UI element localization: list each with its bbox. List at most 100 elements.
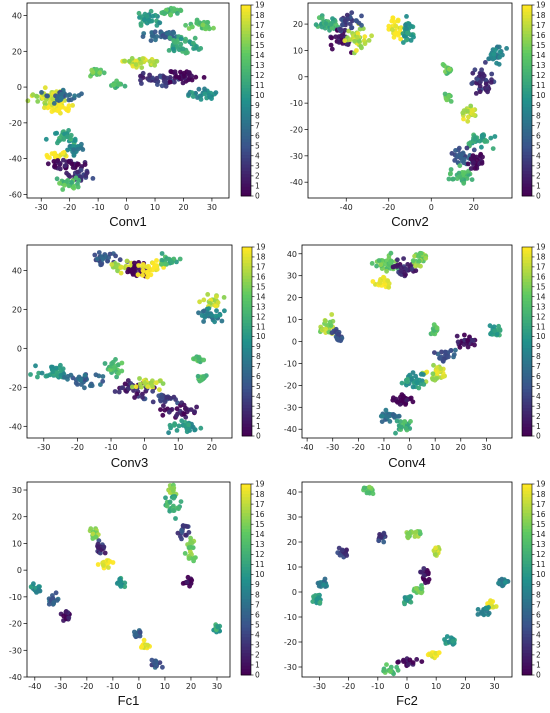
colorbar-tick-label: 10	[256, 332, 266, 341]
colorbar-segment	[522, 192, 532, 197]
colorbar-tick-label: 16	[255, 31, 265, 40]
colorbar-segment	[522, 417, 532, 421]
scatter-point	[423, 255, 429, 261]
cluster-5	[404, 529, 423, 541]
colorbar-tick-label: 1	[536, 661, 541, 670]
scatter-point	[384, 662, 389, 667]
colorbar-tick-label: 17	[536, 500, 546, 509]
colorbar-segment	[522, 357, 532, 361]
colorbar-segment	[242, 426, 252, 431]
cluster-12	[136, 8, 163, 28]
scatter-point	[389, 27, 395, 33]
colorbar-segment	[522, 180, 532, 184]
scatter-point	[129, 384, 135, 390]
scatter-point	[167, 79, 173, 85]
colorbar-frame	[521, 246, 533, 437]
colorbar-segment	[241, 627, 251, 631]
colorbar-segment	[241, 617, 251, 622]
scatter-point	[74, 169, 80, 175]
scatter-point	[71, 147, 76, 153]
colorbar-tick-label: 9	[256, 342, 261, 351]
scatter-point	[192, 35, 198, 41]
colorbar-segment	[241, 87, 251, 92]
scatter-point	[183, 22, 189, 28]
colorbar-segment	[241, 659, 251, 663]
scatter-point	[340, 547, 345, 553]
colorbar-segment	[242, 404, 252, 409]
scatter-point	[457, 344, 463, 350]
colorbar-segment	[522, 269, 532, 273]
scatter-point	[184, 426, 190, 432]
colorbar-segment	[522, 633, 532, 638]
colorbar-tick-label: 8	[255, 111, 260, 120]
scatter-point	[202, 86, 207, 92]
scatter-point	[182, 423, 188, 428]
scatter-point	[140, 272, 146, 278]
colorbar-tick-label: 5	[536, 382, 541, 391]
colorbar-segment	[242, 429, 252, 434]
scatter-point	[376, 258, 382, 263]
scatter-point	[412, 534, 418, 539]
colorbar-segment	[522, 429, 532, 434]
cluster-9	[88, 66, 107, 79]
scatter-point	[47, 155, 52, 161]
colorbar-segment	[522, 284, 532, 289]
colorbar-segment	[522, 97, 532, 101]
scatter-point	[61, 613, 66, 619]
cluster-10	[420, 362, 447, 385]
x-tick-label: 10	[173, 443, 183, 452]
scatter-point	[137, 381, 143, 387]
colorbar-tick-label: 13	[536, 302, 546, 311]
scatter-point	[214, 308, 219, 314]
colorbar-segment	[522, 604, 532, 609]
colorbar-segment	[241, 11, 251, 15]
scatter-point	[171, 30, 177, 36]
colorbar-segment	[522, 668, 532, 673]
cluster-5	[400, 14, 416, 45]
scatter-point	[159, 257, 165, 263]
cluster-14	[425, 650, 442, 661]
scatter-point	[448, 99, 454, 104]
colorbar-segment	[241, 569, 251, 574]
colorbar-tick-label: 16	[536, 510, 546, 519]
y-tick-label: -40	[9, 155, 22, 164]
scatter-point	[109, 262, 115, 267]
scatter-point	[150, 399, 156, 405]
colorbar-segment	[522, 78, 532, 82]
colorbar-tick-label: 6	[536, 372, 541, 381]
colorbar-segment	[241, 116, 251, 120]
colorbar-tick-label: 4	[536, 151, 541, 160]
colorbar-segment	[242, 284, 252, 289]
scatter-point	[388, 669, 393, 674]
panel-fc1: -40 -30 -20 -10 0 10 20 30-40-30-20-10010203001…	[9, 480, 265, 708]
colorbar-segment	[522, 272, 532, 276]
scatter-point	[137, 630, 143, 635]
colorbar-segment	[522, 138, 532, 143]
scatter-point	[419, 590, 424, 596]
scatter-point	[202, 91, 208, 97]
colorbar-segment	[522, 294, 532, 298]
scatter-point	[182, 39, 188, 44]
scatter-point	[413, 263, 418, 269]
colorbar-segment	[242, 310, 252, 314]
scatter-point	[116, 370, 121, 376]
y-tick-label: -20	[290, 125, 303, 134]
colorbar-segment	[522, 557, 532, 561]
scatter-point	[194, 20, 200, 26]
x-tick-label: -10	[104, 443, 117, 452]
scatter-points	[28, 482, 223, 670]
scatter-point	[317, 580, 322, 586]
scatter-point	[472, 155, 477, 160]
scatter-point	[442, 91, 448, 97]
colorbar-tick-label: 15	[255, 41, 265, 50]
colorbar-tick-label: 15	[536, 282, 546, 291]
scatter-point	[319, 24, 325, 30]
y-tick-label: 10	[287, 563, 297, 572]
scatter-point	[138, 23, 144, 28]
colorbar-segment	[241, 100, 251, 105]
scatter-point	[106, 565, 111, 570]
scatter-point	[329, 35, 334, 41]
scatter-point	[33, 363, 38, 369]
colorbar-tick-label: 8	[536, 352, 541, 361]
scatter-point	[50, 369, 56, 375]
